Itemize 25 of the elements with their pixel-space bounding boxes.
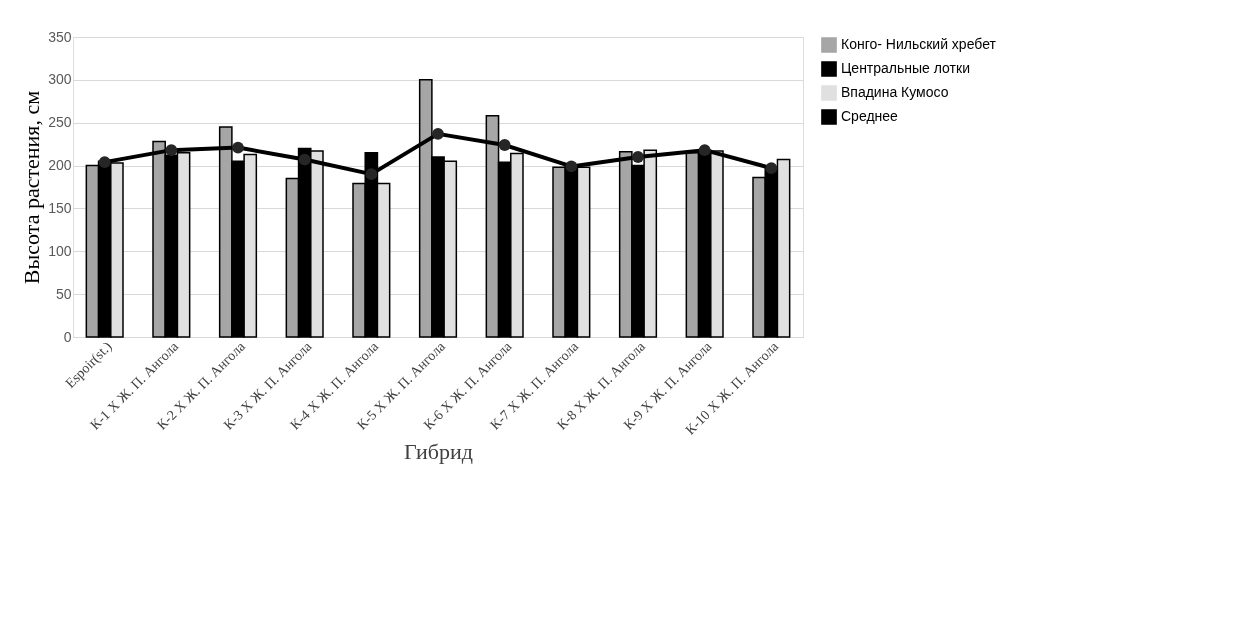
legend-label: Среднее — [841, 108, 899, 124]
point — [365, 168, 378, 181]
point — [432, 127, 444, 140]
point — [298, 153, 311, 166]
point — [498, 139, 511, 151]
legend-label: Центральные лотки — [841, 60, 970, 76]
y-tick-label: 300 — [48, 71, 72, 88]
point — [632, 151, 644, 163]
point — [165, 144, 178, 157]
y-tick-label: 150 — [48, 199, 72, 216]
y-tick-label: 100 — [48, 242, 72, 259]
legend-label: Конго- Нильский хребет — [841, 36, 997, 52]
y-tick-label: 50 — [55, 285, 72, 302]
point — [765, 162, 778, 175]
point — [698, 144, 711, 157]
y-tick-label: 350 — [48, 28, 72, 45]
y-tick-label: 250 — [48, 114, 72, 131]
y-tick-label: 0 — [63, 328, 72, 345]
legend-label: Впадина Кумосо — [841, 84, 949, 100]
x-axis-title: Гибрид — [404, 438, 473, 464]
point — [565, 160, 578, 173]
point — [232, 141, 244, 154]
y-tick-label: 200 — [48, 157, 72, 174]
point — [98, 156, 111, 169]
y-axis-title: Высота растения, см — [19, 90, 45, 285]
